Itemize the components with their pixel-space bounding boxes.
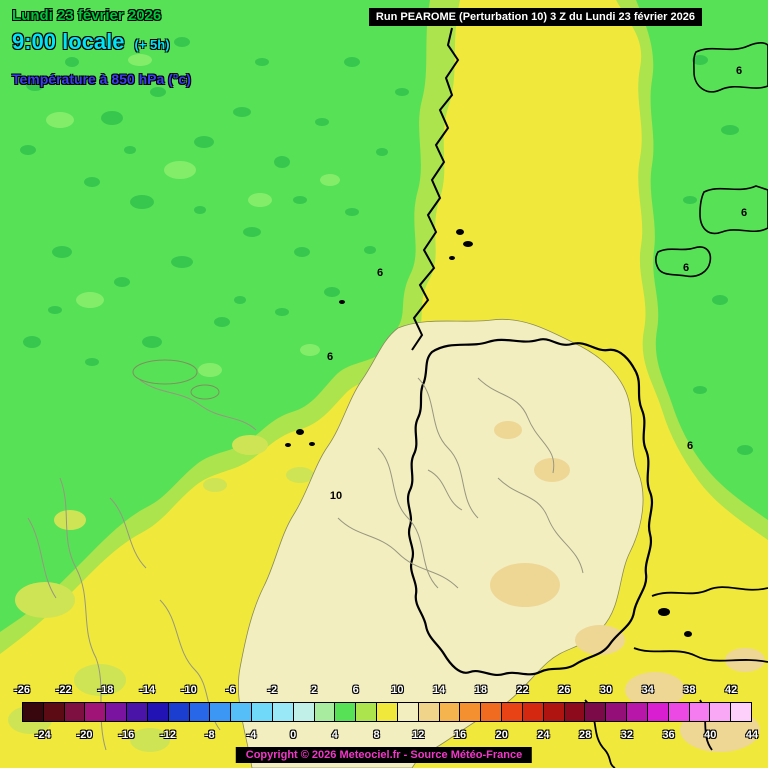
copyright-label: Copyright © 2026 Meteociel.fr - Source M… (235, 747, 533, 763)
border-blobs-bottom-right (658, 608, 692, 637)
region-border (406, 338, 654, 676)
contour-label: 6 (687, 440, 693, 452)
admin-boundaries (27, 359, 584, 751)
contour-label: 10 (330, 490, 342, 502)
map-header: Lundi 23 février 2026 9:00 locale (+ 5h) … (12, 7, 191, 87)
map-cream-region (237, 318, 644, 768)
green-speckles (20, 37, 753, 455)
contour-labels: 6 6 10 6 6 6 6 (327, 65, 747, 502)
local-time-label: 9:00 locale (12, 28, 125, 54)
contour-label: 6 (741, 207, 747, 219)
contour-pockets (654, 42, 768, 278)
contour-label: 6 (736, 65, 742, 77)
contour-label: 6 (377, 267, 383, 279)
islands (285, 229, 473, 447)
light-green-patches (46, 54, 340, 377)
map-green-region-left (0, 0, 430, 632)
coastline (411, 27, 460, 351)
run-info-box: Run PEAROME (Perturbation 10) 3 Z du Lun… (368, 8, 702, 26)
date-label: Lundi 23 février 2026 (12, 7, 162, 24)
parameter-label: Température à 850 hPa (°c) (12, 70, 191, 87)
contour-label: 6 (327, 351, 333, 363)
time-row: 9:00 locale (+ 5h) (12, 28, 191, 54)
time-offset-label: (+ 5h) (134, 36, 170, 52)
contour-label: 6 (683, 262, 689, 274)
